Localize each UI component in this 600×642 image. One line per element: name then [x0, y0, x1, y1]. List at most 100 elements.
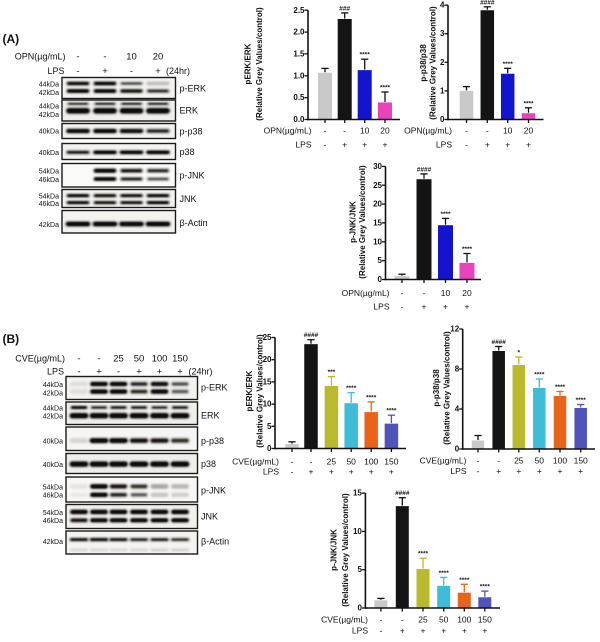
svg-text:(24hr): (24hr) — [166, 66, 190, 76]
svg-text:****: **** — [503, 61, 514, 68]
svg-text:LPS: LPS — [436, 140, 452, 150]
svg-text:+: + — [329, 467, 334, 477]
svg-text:10: 10 — [441, 288, 451, 298]
svg-text:-: - — [401, 288, 404, 298]
svg-text:(A): (A) — [3, 32, 20, 46]
svg-text:25: 25 — [373, 181, 382, 190]
svg-text:54kDa: 54kDa — [43, 485, 63, 492]
svg-text:42kDa: 42kDa — [43, 391, 63, 398]
svg-text:+: + — [155, 66, 161, 77]
svg-text:###: ### — [339, 5, 350, 12]
svg-text:****: **** — [418, 551, 429, 558]
svg-text:(Relative Grey Values/control): (Relative Grey Values/control) — [341, 493, 350, 607]
svg-text:44kDa: 44kDa — [43, 382, 63, 389]
svg-text:β-Actin: β-Actin — [180, 218, 208, 228]
svg-text:+: + — [400, 626, 405, 636]
svg-text:(Relative Grey Values/control): (Relative Grey Values/control) — [429, 6, 438, 120]
svg-text:50: 50 — [346, 457, 356, 467]
svg-text:50: 50 — [535, 456, 545, 466]
svg-text:ERK: ERK — [201, 411, 220, 421]
svg-text:150: 150 — [172, 354, 188, 365]
svg-text:p38: p38 — [180, 147, 195, 157]
svg-text:5: 5 — [267, 422, 272, 431]
svg-text:5: 5 — [357, 565, 362, 574]
svg-text:****: **** — [534, 372, 545, 379]
svg-text:0: 0 — [357, 604, 362, 613]
svg-text:4: 4 — [455, 405, 460, 414]
svg-text:44kDa: 44kDa — [43, 406, 63, 413]
svg-text:####: #### — [417, 166, 432, 173]
svg-text:+: + — [342, 140, 347, 150]
svg-text:44kDa: 44kDa — [39, 104, 59, 111]
svg-text:####: #### — [491, 339, 506, 346]
svg-text:1: 1 — [440, 86, 445, 95]
svg-text:OPN(µg/mL): OPN(µg/mL) — [15, 52, 66, 62]
svg-text:100: 100 — [152, 354, 168, 365]
svg-text:****: **** — [462, 246, 473, 253]
svg-text:0.0: 0.0 — [293, 115, 305, 124]
svg-text:+: + — [349, 467, 354, 477]
svg-text:+: + — [505, 140, 510, 150]
svg-text:-: - — [291, 467, 294, 477]
svg-text:****: **** — [576, 397, 587, 404]
svg-text:10: 10 — [360, 126, 370, 136]
svg-text:+: + — [177, 367, 183, 378]
svg-text:+: + — [558, 466, 563, 476]
svg-text:150: 150 — [478, 615, 492, 625]
svg-text:(24hr): (24hr) — [189, 367, 213, 377]
svg-text:10: 10 — [373, 237, 382, 246]
svg-text:20: 20 — [524, 126, 534, 136]
svg-text:p-ERK: p-ERK — [180, 84, 207, 94]
svg-text:LPS: LPS — [47, 367, 64, 377]
svg-text:46kDa: 46kDa — [43, 518, 63, 525]
svg-text:LPS: LPS — [263, 467, 279, 477]
svg-text:OPN(µg/mL): OPN(µg/mL) — [404, 126, 452, 136]
svg-text:-: - — [77, 367, 80, 378]
svg-text:-: - — [117, 367, 120, 378]
svg-text:46kDa: 46kDa — [43, 493, 63, 500]
svg-text:+: + — [157, 367, 163, 378]
svg-text:-: - — [291, 457, 294, 467]
svg-text:100: 100 — [457, 615, 471, 625]
svg-text:5: 5 — [378, 256, 383, 265]
svg-text:2.5: 2.5 — [293, 6, 305, 15]
svg-text:44kDa: 44kDa — [39, 82, 59, 89]
svg-text:-: - — [465, 140, 468, 150]
svg-text:-: - — [76, 66, 79, 77]
svg-text:****: **** — [346, 385, 357, 392]
svg-text:pERK/ERK: pERK/ERK — [244, 43, 253, 84]
svg-text:-: - — [379, 626, 382, 636]
svg-text:4: 4 — [440, 1, 445, 10]
svg-text:(Relative Grey Values/control): (Relative Grey Values/control) — [256, 334, 265, 448]
svg-text:40kDa: 40kDa — [39, 129, 59, 136]
svg-text:25: 25 — [263, 333, 272, 342]
svg-text:0: 0 — [440, 115, 445, 124]
svg-text:+: + — [102, 66, 108, 77]
svg-text:(B): (B) — [3, 332, 20, 346]
svg-text:LPS: LPS — [373, 302, 389, 312]
svg-text:0: 0 — [455, 445, 460, 454]
svg-text:+: + — [465, 302, 470, 312]
svg-text:+: + — [485, 140, 490, 150]
svg-text:-: - — [477, 466, 480, 476]
svg-text:+: + — [526, 140, 531, 150]
svg-text:***: *** — [328, 369, 336, 376]
svg-text:54kDa: 54kDa — [39, 194, 59, 201]
svg-text:150: 150 — [384, 457, 398, 467]
svg-text:+: + — [383, 140, 388, 150]
svg-text:0: 0 — [267, 444, 272, 453]
svg-text:20: 20 — [462, 288, 472, 298]
svg-text:150: 150 — [574, 456, 588, 466]
svg-text:25: 25 — [418, 615, 428, 625]
svg-text:p-JNK: p-JNK — [180, 171, 205, 181]
svg-text:30: 30 — [373, 162, 382, 171]
svg-text:15: 15 — [353, 489, 362, 498]
svg-text:+: + — [362, 140, 367, 150]
svg-text:LPS: LPS — [295, 140, 311, 150]
svg-text:+: + — [537, 466, 542, 476]
svg-text:-: - — [343, 126, 346, 136]
svg-text:15: 15 — [373, 218, 382, 227]
svg-text:p-ERK: p-ERK — [201, 383, 228, 393]
svg-text:+: + — [96, 367, 102, 378]
svg-text:+: + — [369, 467, 374, 477]
